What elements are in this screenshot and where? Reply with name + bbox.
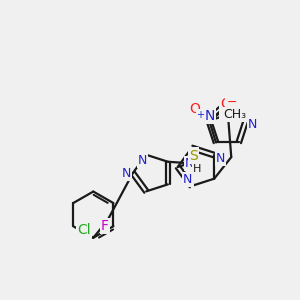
- Text: S: S: [189, 148, 198, 163]
- Text: N: N: [138, 154, 147, 167]
- Text: N: N: [248, 118, 257, 131]
- Text: CH₃: CH₃: [223, 108, 246, 121]
- Text: N: N: [122, 167, 131, 180]
- Text: +: +: [196, 110, 205, 120]
- Text: N: N: [183, 173, 193, 186]
- Text: Cl: Cl: [77, 223, 91, 237]
- Text: −: −: [226, 96, 237, 109]
- Text: N: N: [216, 152, 225, 166]
- Text: O: O: [220, 97, 231, 111]
- Text: O: O: [189, 102, 200, 116]
- Text: H: H: [193, 164, 202, 174]
- Text: N: N: [220, 108, 230, 121]
- Text: N: N: [185, 157, 194, 170]
- Text: N: N: [205, 109, 215, 123]
- Text: F: F: [101, 219, 109, 233]
